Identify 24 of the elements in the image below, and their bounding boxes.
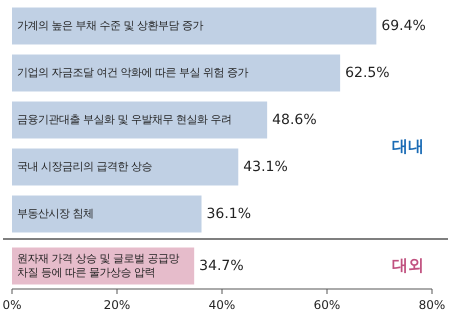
- bar: [12, 54, 340, 92]
- annotation: 대외: [392, 255, 424, 274]
- data-label: 48.6%: [272, 112, 317, 128]
- data-label: 69.4%: [381, 18, 426, 34]
- x-tick-label: 0%: [2, 298, 22, 312]
- y-tick-label: 부동산시장 침체: [17, 207, 94, 220]
- bar: [12, 148, 238, 186]
- y-tick-label: 국내 시장금리의 급격한 상승: [17, 160, 152, 174]
- x-tick-label: 40%: [208, 298, 236, 312]
- data-label: 34.7%: [199, 258, 244, 274]
- x-tick-label: 20%: [104, 298, 130, 312]
- bar: [12, 102, 268, 138]
- x-tick-label: 60%: [314, 298, 340, 312]
- annotation: 대내: [392, 136, 424, 156]
- y-tick-label: 가계의 높은 부채 수준 및 상환부담 증가: [17, 19, 204, 32]
- x-tick-label: 80%: [418, 298, 446, 312]
- y-tick-label: 금융기관대출 부실화 및 우발채무 현실화 우려: [17, 113, 232, 126]
- bar: [12, 8, 376, 44]
- data-label: 36.1%: [206, 206, 252, 222]
- bar: [12, 196, 202, 232]
- data-label: 62.5%: [345, 64, 390, 81]
- data-label: 43.1%: [243, 158, 288, 175]
- y-tick-label: 원자재 가격 상승 및 글로벌 공급망 차질 등에 따른 물가상승 압력: [17, 252, 180, 280]
- y-tick-label: 기업의 자금조달 여건 악화에 따른 부실 위험 증가: [17, 66, 248, 80]
